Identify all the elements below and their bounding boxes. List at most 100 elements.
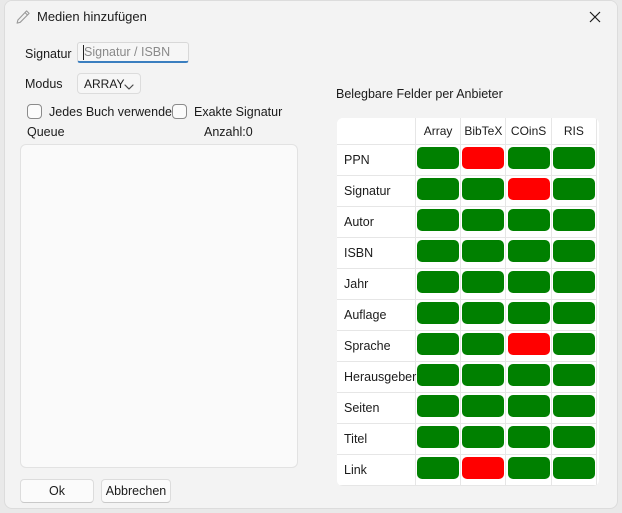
status-chip-available [417, 146, 460, 169]
status-chip-unavailable [507, 332, 550, 355]
table-row: Link [337, 454, 598, 486]
status-chip-available [462, 239, 505, 262]
modus-dropdown[interactable]: ARRAY [77, 73, 141, 94]
status-chip-available [507, 301, 550, 324]
signatur-input[interactable] [77, 42, 189, 63]
matrix-cell [505, 392, 552, 424]
row-header-ppn: PPN [337, 144, 416, 176]
ok-button[interactable]: Ok [20, 479, 94, 503]
status-chip-available [417, 301, 460, 324]
close-button[interactable] [573, 1, 617, 32]
status-chip-available [552, 270, 595, 293]
checkbox-box[interactable] [27, 104, 42, 119]
matrix-cell [550, 237, 598, 269]
matrix-cell [414, 392, 462, 424]
provider-matrix-heading: Belegbare Felder per Anbieter [336, 87, 503, 101]
table-row: PPN [337, 144, 598, 176]
dialog-window: Medien hinzufügen Signatur Modus ARRAY J… [4, 0, 618, 509]
queue-list[interactable] [20, 144, 298, 468]
matrix-cell [550, 268, 598, 300]
anzahl-counter: Anzahl:0 [204, 125, 253, 139]
status-chip-available [552, 332, 595, 355]
matrix-cell [505, 423, 552, 455]
row-header-jahr: Jahr [337, 268, 416, 300]
provider-matrix-table: Array BibTeX COinS RIS PPN Signatur Autor ISBN… [337, 118, 598, 486]
window-title: Medien hinzufügen [37, 9, 147, 24]
status-chip-available [462, 301, 505, 324]
matrix-cell [414, 237, 462, 269]
matrix-cell [550, 175, 598, 207]
column-header-ris: RIS [550, 118, 598, 145]
table-row: Seiten [337, 392, 598, 424]
status-chip-available [552, 301, 595, 324]
matrix-cell [460, 392, 507, 424]
cancel-button[interactable]: Abbrechen [101, 479, 171, 503]
matrix-cell [505, 175, 552, 207]
status-chip-available [462, 363, 505, 386]
table-corner-cell [337, 118, 416, 145]
status-chip-available [462, 332, 505, 355]
column-header-array: Array [414, 118, 462, 145]
matrix-cell [414, 299, 462, 331]
status-chip-available [552, 394, 595, 417]
matrix-cell [505, 237, 552, 269]
column-header-bibtex: BibTeX [460, 118, 507, 145]
matrix-cell [460, 144, 507, 176]
matrix-cell [460, 268, 507, 300]
table-row: Auflage [337, 299, 598, 331]
row-header-titel: Titel [337, 423, 416, 455]
modus-label: Modus [25, 77, 63, 91]
row-header-link: Link [337, 454, 416, 486]
matrix-cell [414, 268, 462, 300]
matrix-cell [414, 175, 462, 207]
matrix-cell [414, 423, 462, 455]
status-chip-available [507, 456, 550, 479]
status-chip-available [507, 394, 550, 417]
column-header-coins: COinS [505, 118, 552, 145]
status-chip-available [552, 208, 595, 231]
status-chip-available [417, 208, 460, 231]
status-chip-available [552, 456, 595, 479]
row-header-seiten: Seiten [337, 392, 416, 424]
matrix-cell [550, 299, 598, 331]
status-chip-available [417, 394, 460, 417]
checkbox-exakte-signatur[interactable]: Exakte Signatur [172, 104, 282, 119]
status-chip-available [417, 332, 460, 355]
matrix-cell [460, 454, 507, 486]
matrix-cell [505, 454, 552, 486]
matrix-cell [550, 454, 598, 486]
queue-label: Queue [27, 125, 65, 139]
matrix-cell [505, 361, 552, 393]
status-chip-available [462, 270, 505, 293]
row-header-autor: Autor [337, 206, 416, 238]
checkbox-label: Jedes Buch verwenden [49, 104, 179, 119]
table-row: Signatur [337, 175, 598, 207]
matrix-cell [414, 454, 462, 486]
status-chip-available [507, 208, 550, 231]
status-chip-available [462, 425, 505, 448]
row-header-sprache: Sprache [337, 330, 416, 362]
status-chip-available [552, 239, 595, 262]
status-chip-available [462, 208, 505, 231]
matrix-cell [505, 206, 552, 238]
table-row: Jahr [337, 268, 598, 300]
checkbox-jedes-buch-verwenden[interactable]: Jedes Buch verwenden [27, 104, 179, 119]
row-header-auflage: Auflage [337, 299, 416, 331]
matrix-cell [460, 237, 507, 269]
matrix-cell [460, 175, 507, 207]
checkbox-box[interactable] [172, 104, 187, 119]
row-header-signatur: Signatur [337, 175, 416, 207]
table-row: Sprache [337, 330, 598, 362]
table-row: Titel [337, 423, 598, 455]
table-row: Autor [337, 206, 598, 238]
status-chip-available [552, 363, 595, 386]
provider-matrix-panel: Array BibTeX COinS RIS PPN Signatur Autor ISBN… [337, 118, 599, 486]
status-chip-available [507, 425, 550, 448]
status-chip-available [552, 425, 595, 448]
matrix-cell [460, 299, 507, 331]
close-icon [589, 11, 601, 23]
matrix-cell [505, 330, 552, 362]
matrix-cell [550, 423, 598, 455]
status-chip-available [552, 146, 595, 169]
status-chip-unavailable [462, 146, 505, 169]
